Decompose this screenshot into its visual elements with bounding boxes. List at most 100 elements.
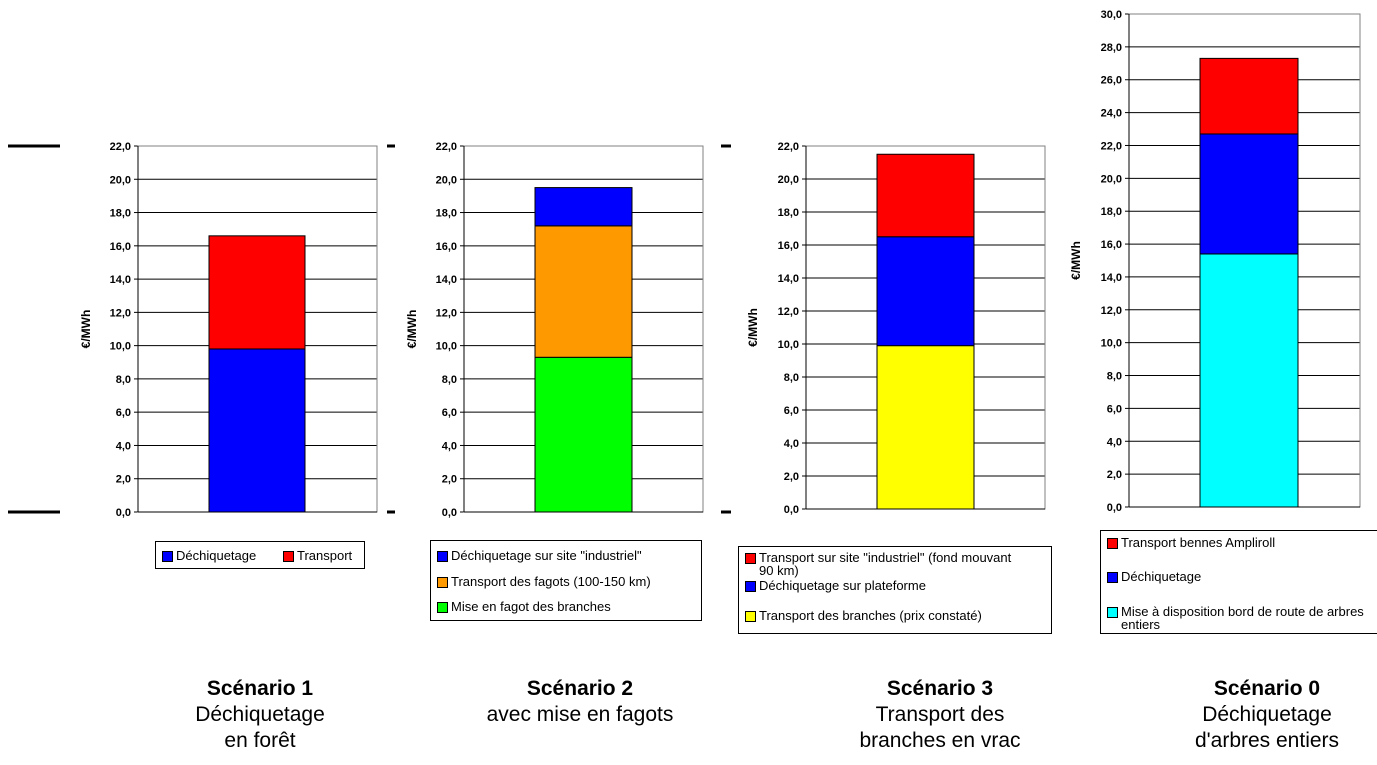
legend-chart-3: Transport sur site "industriel" (fond mo… bbox=[738, 546, 1052, 634]
legend-swatch-yellow bbox=[745, 611, 756, 622]
scenario-title: Scénario 0 bbox=[1213, 677, 1321, 700]
legend-item: Mise à disposition bord de route de arbr… bbox=[1107, 605, 1369, 631]
legend-label: Mise en fagot des branches bbox=[451, 599, 611, 614]
legend-swatch-blue bbox=[437, 551, 448, 562]
y-tick-label: 14,0 bbox=[778, 273, 799, 285]
y-tick-label: 22,0 bbox=[778, 141, 799, 153]
y-axis-label: €/MWh bbox=[405, 310, 419, 349]
legend-swatch-blue bbox=[162, 551, 173, 562]
bar-segment-d-chiquetage-sur-plateforme bbox=[876, 236, 975, 347]
y-tick-label: 12,0 bbox=[1101, 305, 1122, 317]
legend-item: Déchiquetage bbox=[162, 549, 256, 562]
bar-segment-mise-en-fagot-des-branches bbox=[534, 356, 633, 513]
y-tick-label: 0,0 bbox=[116, 507, 131, 519]
y-tick-label: 10,0 bbox=[1101, 338, 1122, 350]
y-tick-label: 4,0 bbox=[116, 440, 131, 452]
legend-label: Transport bennes Ampliroll bbox=[1121, 535, 1276, 550]
scenario-desc-line: Transport des bbox=[875, 703, 1005, 726]
y-tick-label: 10,0 bbox=[778, 339, 799, 351]
legend-item: Mise en fagot des branches bbox=[437, 600, 611, 613]
legend-label: Déchiquetage bbox=[176, 548, 257, 563]
bar-segment-transport-des-branches-prix-constat bbox=[876, 345, 975, 510]
y-tick-label: 20,0 bbox=[110, 174, 131, 186]
y-tick-label: 12,0 bbox=[436, 307, 457, 319]
legend-item: Transport des fagots (100-150 km) bbox=[437, 575, 651, 588]
y-tick-label: 6,0 bbox=[442, 407, 457, 419]
scenario-caption-2: Scénario 2 avec mise en fagots bbox=[450, 676, 710, 728]
y-tick-label: 8,0 bbox=[784, 372, 799, 384]
y-tick-label: 22,0 bbox=[110, 141, 131, 153]
legend-item: Transport des branches (prix constaté) bbox=[745, 609, 982, 622]
legend-swatch-red bbox=[745, 553, 756, 564]
y-tick-label: 10,0 bbox=[110, 341, 131, 353]
y-tick-label: 6,0 bbox=[1107, 403, 1122, 415]
y-tick-label: 6,0 bbox=[116, 407, 131, 419]
bar-segment-transport-des-fagots-100-150-km bbox=[534, 225, 633, 358]
y-tick-label: 6,0 bbox=[784, 405, 799, 417]
y-tick-label: 16,0 bbox=[1101, 239, 1122, 251]
y-tick-label: 20,0 bbox=[778, 174, 799, 186]
legend-swatch-red bbox=[283, 551, 294, 562]
legend-label: Transport des branches (prix constaté) bbox=[759, 608, 982, 623]
scenario-title: Scénario 1 bbox=[206, 677, 314, 700]
y-tick-label: 14,0 bbox=[1101, 272, 1122, 284]
y-tick-label: 2,0 bbox=[442, 474, 457, 486]
scenario-title: Scénario 2 bbox=[526, 677, 634, 700]
legend-item: Transport sur site "industriel" (fond mo… bbox=[745, 551, 1015, 577]
y-tick-label: 8,0 bbox=[1107, 371, 1122, 383]
scenario-caption-3: Scénario 3 Transport des branches en vra… bbox=[820, 676, 1060, 754]
y-tick-label: 18,0 bbox=[110, 208, 131, 220]
y-tick-label: 22,0 bbox=[1101, 140, 1122, 152]
legend-chart-2: Déchiquetage sur site "industriel" Trans… bbox=[430, 540, 702, 621]
y-tick-label: 16,0 bbox=[778, 240, 799, 252]
y-tick-label: 20,0 bbox=[1101, 173, 1122, 185]
legend-swatch-blue bbox=[1107, 572, 1118, 583]
scenario-desc-line: Déchiquetage bbox=[195, 703, 325, 726]
bar-segment-transport-bennes-ampliroll bbox=[1199, 57, 1299, 135]
y-tick-label: 28,0 bbox=[1101, 42, 1122, 54]
y-tick-label: 18,0 bbox=[436, 208, 457, 220]
y-tick-label: 4,0 bbox=[442, 440, 457, 452]
legend-label: Mise à disposition bord de route de arbr… bbox=[1121, 604, 1364, 632]
y-tick-label: 18,0 bbox=[778, 207, 799, 219]
y-tick-label: 4,0 bbox=[1107, 436, 1122, 448]
legend-chart-1: Déchiquetage Transport bbox=[155, 541, 365, 569]
scenario-caption-0: Scénario 0 Déchiquetage d'arbres entiers bbox=[1157, 676, 1377, 754]
y-tick-label: 12,0 bbox=[778, 306, 799, 318]
y-tick-label: 2,0 bbox=[1107, 469, 1122, 481]
y-tick-label: 4,0 bbox=[784, 438, 799, 450]
y-tick-label: 18,0 bbox=[1101, 206, 1122, 218]
bar-segment-d-chiquetage-sur-site-industriel bbox=[534, 187, 633, 227]
scenario-desc-line: avec mise en fagots bbox=[486, 703, 674, 726]
y-tick-label: 8,0 bbox=[442, 374, 457, 386]
y-tick-label: 0,0 bbox=[442, 507, 457, 519]
legend-label: Déchiquetage bbox=[1121, 569, 1202, 584]
scenario-title: Scénario 3 bbox=[886, 677, 994, 700]
bar-segment-d-chiquetage bbox=[1199, 133, 1299, 255]
legend-swatch-blue bbox=[745, 581, 756, 592]
y-tick-label: 8,0 bbox=[116, 374, 131, 386]
scenario-desc-line: en forêt bbox=[224, 729, 296, 752]
scenario-caption-1: Scénario 1 Déchiquetage en forêt bbox=[140, 676, 380, 754]
legend-swatch-cyan bbox=[1107, 607, 1118, 618]
legend-label: Transport bbox=[297, 548, 353, 563]
bar-segment-d-chiquetage bbox=[208, 348, 306, 513]
legend-swatch-green bbox=[437, 602, 448, 613]
legend-chart-4: Transport bennes Ampliroll Déchiquetage … bbox=[1100, 530, 1377, 634]
y-tick-label: 0,0 bbox=[1107, 502, 1122, 514]
y-tick-label: 26,0 bbox=[1101, 75, 1122, 87]
y-tick-label: 24,0 bbox=[1101, 108, 1122, 120]
legend-label: Déchiquetage sur site "industriel" bbox=[451, 548, 642, 563]
y-tick-label: 12,0 bbox=[110, 307, 131, 319]
y-tick-label: 10,0 bbox=[436, 341, 457, 353]
y-axis-label: €/MWh bbox=[79, 310, 93, 349]
legend-item: Déchiquetage bbox=[1107, 570, 1201, 583]
scenario-desc-line: Déchiquetage bbox=[1202, 703, 1332, 726]
y-tick-label: 0,0 bbox=[784, 504, 799, 516]
legend-item: Transport bennes Ampliroll bbox=[1107, 536, 1275, 549]
y-tick-label: 16,0 bbox=[436, 241, 457, 253]
scenario-desc-line: d'arbres entiers bbox=[1194, 729, 1340, 752]
legend-item: Déchiquetage sur plateforme bbox=[745, 579, 926, 592]
legend-label: Transport des fagots (100-150 km) bbox=[451, 574, 651, 589]
